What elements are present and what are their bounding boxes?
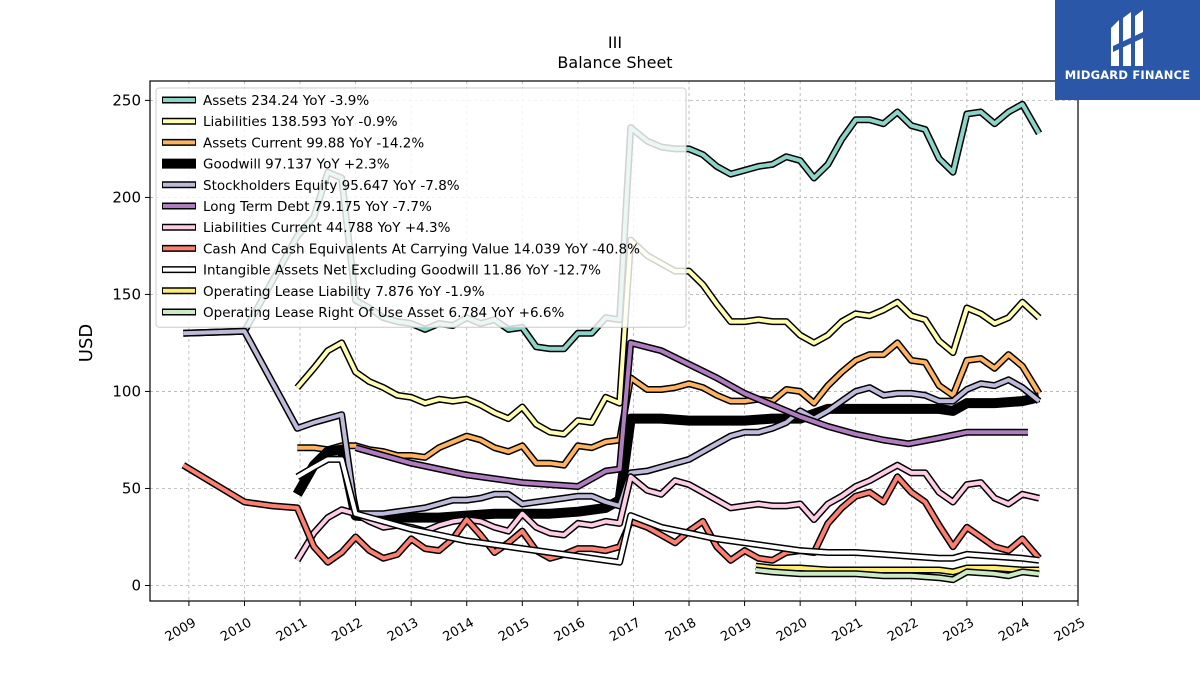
legend-entry: Operating Lease Right Of Use Asset 6.784…	[203, 305, 564, 321]
x-tick-label: 2012	[329, 615, 365, 645]
x-tick-label: 2023	[941, 615, 977, 645]
y-tick-label: 200	[112, 188, 141, 206]
legend-entry: Long Term Debt 79.175 YoY -7.7%	[203, 199, 432, 215]
x-tick-label: 2016	[552, 615, 588, 645]
x-tick-label: 2014	[441, 615, 477, 645]
series-line-9	[755, 564, 1040, 574]
y-axis-label: USD	[76, 324, 97, 362]
series-outline-3	[292, 392, 1041, 523]
x-tick-label: 2020	[774, 615, 810, 645]
x-tick-label: 2015	[496, 615, 532, 645]
series-line-7	[182, 463, 1041, 565]
legend-entry: Intangible Assets Net Excluding Goodwill…	[203, 263, 601, 279]
legend-entry: Cash And Cash Equivalents At Carrying Va…	[203, 241, 640, 257]
plot-frame	[149, 80, 1079, 602]
series-line-10	[755, 568, 1040, 582]
series-line-5	[355, 340, 1028, 489]
legend-entry: Liabilities Current 44.788 YoY +4.3%	[203, 220, 451, 236]
series-line-8	[296, 457, 1040, 565]
x-tick-label: 2018	[663, 615, 699, 645]
legend-entry: Stockholders Equity 95.647 YoY -7.8%	[203, 178, 460, 194]
x-tick-label: 2017	[607, 615, 643, 645]
x-tick-label: 2019	[718, 615, 754, 645]
midgard-finance-logo: MIDGARD FINANCE	[1055, 0, 1200, 100]
y-tick-label: 150	[112, 285, 141, 303]
x-tick-label: 2013	[385, 615, 421, 645]
x-tick-label: 2021	[830, 615, 866, 645]
logo-mark-icon	[1111, 10, 1143, 66]
legend: Assets 234.24 YoY -3.9% Liabilities 138.5…	[155, 87, 687, 328]
legend-entry: Liabilities 138.593 YoY -0.9%	[203, 114, 398, 130]
legend-entry: Assets 234.24 YoY -3.9%	[203, 93, 369, 109]
logo-text: MIDGARD FINANCE	[1064, 68, 1191, 82]
x-tick-label: 2009	[163, 615, 199, 645]
chart-title: III	[608, 33, 622, 52]
legend-entry: Assets Current 99.88 YoY -14.2%	[203, 135, 424, 151]
y-tick-label: 50	[122, 479, 141, 497]
x-tick-label: 2010	[218, 615, 254, 645]
series-line-2	[297, 340, 1041, 468]
chart-subtitle: Balance Sheet	[557, 53, 672, 72]
x-tick-label: 2022	[885, 615, 921, 645]
series-line-4	[183, 329, 1041, 516]
legend-box	[155, 87, 687, 328]
x-tick-label: 2025	[1052, 615, 1088, 645]
y-tick-label: 250	[112, 91, 141, 109]
y-tick-label: 0	[131, 576, 141, 594]
legend-entry: Goodwill 97.137 YoY +2.3%	[203, 157, 390, 173]
x-tick-label: 2024	[996, 615, 1032, 645]
legend-entry: Operating Lease Liability 7.876 YoY -1.9…	[203, 284, 485, 300]
y-tick-label: 100	[112, 382, 141, 400]
x-tick-label: 2011	[274, 615, 310, 645]
